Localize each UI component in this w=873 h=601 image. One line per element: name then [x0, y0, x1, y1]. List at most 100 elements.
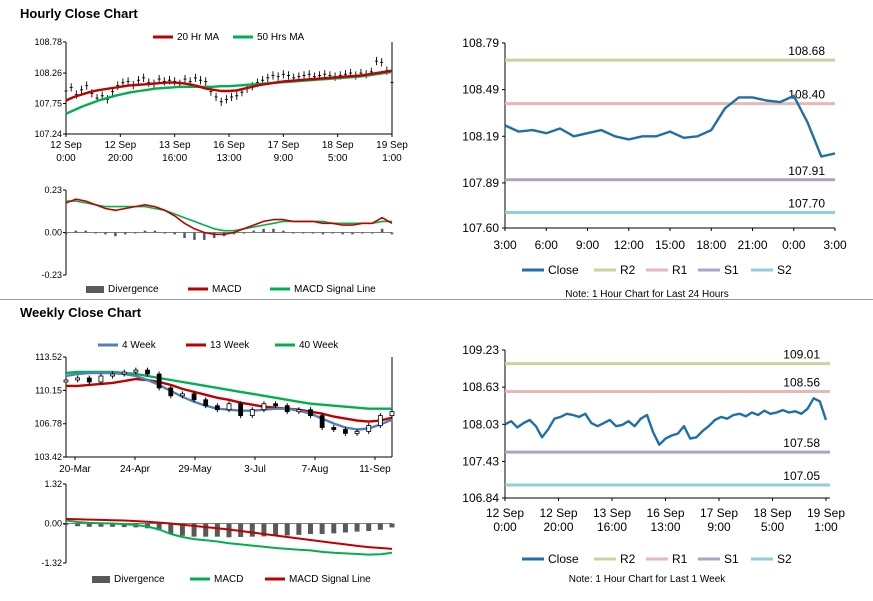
- hourly-macd-divergence-bar: [291, 232, 295, 234]
- weekly-close-legend-label: S2: [777, 552, 792, 566]
- weekly-price-candle-body: [156, 373, 162, 389]
- weekly-close-xtick-date: 17 Sep: [700, 506, 738, 520]
- weekly-price-candle-body: [98, 375, 104, 383]
- weekly-price-candle-body: [354, 431, 360, 434]
- weekly-13wk-line: [66, 377, 393, 423]
- weekly-macd-legend-label: Divergence: [114, 574, 165, 585]
- weekly-macd-divergence-bar: [214, 523, 220, 537]
- hourly-price-xtick-time: 20:00: [108, 153, 133, 164]
- hourly-macd-divergence-bar: [361, 232, 364, 234]
- weekly-macd-divergence-bar: [342, 523, 348, 533]
- hourly-close-ytick: 108.49: [462, 83, 499, 97]
- hourly-macd-divergence-bar: [252, 230, 255, 233]
- hourly-price-xtick-time: 5:00: [328, 153, 348, 164]
- hourly-macd-legend-label: Divergence: [108, 284, 159, 295]
- hourly-macd-ytick: -0.23: [41, 270, 62, 280]
- weekly-price-xtick: 11-Sep: [359, 464, 391, 475]
- weekly-close-ytick: 108.63: [462, 380, 499, 394]
- weekly-price-candle-body: [63, 379, 69, 383]
- hourly-price-ytick: 108.26: [34, 68, 62, 78]
- weekly-close-ytick: 108.03: [462, 417, 499, 431]
- weekly-price-legend-label: 13 Week: [210, 340, 250, 351]
- weekly-close-legend-label: S1: [724, 552, 739, 566]
- hourly-close-xtick: 18:00: [696, 238, 726, 252]
- weekly-macd-divergence-bar: [249, 523, 255, 537]
- hourly-macd-divergence-bar: [203, 232, 206, 240]
- hourly-close-xtick: 3:00: [493, 238, 517, 252]
- hourly-price-xtick-date: 17 Sep: [267, 140, 299, 151]
- weekly-close-xtick-date: 18 Sep: [753, 506, 791, 520]
- hourly-price-legend-label: 20 Hr MA: [177, 32, 220, 43]
- weekly-price-candle-body: [168, 387, 174, 397]
- hourly-price-xtick-date: 12 Sep: [104, 140, 136, 151]
- weekly-macd-divergence-bar: [308, 523, 313, 534]
- weekly-macd-divergence-bar: [156, 523, 162, 531]
- weekly-price-candle-body: [133, 369, 139, 373]
- hourly-close-level-label-r1: 108.40: [788, 88, 825, 102]
- weekly-macd-ytick: -1.32: [41, 558, 62, 568]
- weekly-close-xtick-date: 12 Sep: [539, 506, 577, 520]
- hourly-close-level-label-s2: 107.70: [788, 196, 825, 210]
- hourly-close-legend-label: R1: [672, 263, 688, 277]
- weekly-price-ytick: 103.42: [34, 452, 62, 462]
- hourly-ma20-line: [65, 69, 393, 102]
- weekly-price-candle-body: [180, 393, 185, 397]
- hourly-price-xtick-time: 1:00: [382, 153, 402, 164]
- hourly-close-ytick: 108.79: [462, 36, 499, 50]
- hourly-close-legend-label: S1: [724, 263, 739, 277]
- weekly-close-xtick-time: 16:00: [597, 520, 627, 534]
- weekly-price-candle-body: [331, 427, 337, 430]
- weekly-section-title: Weekly Close Chart: [20, 305, 142, 320]
- hourly-macd-divergence-bar: [321, 232, 325, 235]
- hourly-close-level-label-s1: 107.91: [788, 164, 825, 178]
- weekly-macd-divergence-bar: [331, 523, 337, 534]
- hourly-macd-ytick: 0.00: [44, 228, 62, 238]
- weekly-close-legend-label: R2: [620, 552, 636, 566]
- weekly-macd-divergence-bar: [121, 523, 127, 528]
- weekly-close-xtick-time: 0:00: [493, 520, 517, 534]
- weekly-close-xtick-date: 13 Sep: [593, 506, 631, 520]
- weekly-price-candle-body: [86, 377, 92, 383]
- hourly-close-legend-label: R2: [620, 263, 636, 277]
- weekly-close-ytick: 109.23: [462, 343, 499, 357]
- hourly-close-level-label-r2: 108.68: [788, 44, 825, 58]
- weekly-macd-line: [65, 519, 393, 556]
- weekly-price-ytick: 110.15: [35, 385, 62, 395]
- weekly-close-level-label-s1: 107.58: [783, 436, 820, 450]
- weekly-close-xtick-time: 13:00: [650, 520, 680, 534]
- weekly-price-candle-body: [343, 429, 348, 434]
- weekly-price-candle-body: [273, 403, 278, 407]
- hourly-macd-legend-label: MACD: [212, 284, 241, 295]
- weekly-price-candle-body: [191, 393, 197, 401]
- weekly-price-candle-body: [75, 377, 81, 381]
- hourly-macd-divergence-bar: [74, 230, 78, 233]
- weekly-close-xtick-date: 12 Sep: [486, 506, 524, 520]
- weekly-macd-divergence-bar: [261, 523, 267, 537]
- weekly-price-candle-body: [203, 399, 209, 407]
- weekly-macd-divergence-bar: [273, 523, 279, 537]
- hourly-price-ytick: 108.78: [34, 37, 62, 47]
- weekly-macd-signal-line: [65, 518, 393, 550]
- weekly-price-xtick: 24-Apr: [120, 464, 151, 475]
- hourly-macd-divergence-bar: [193, 232, 196, 240]
- hourly-price-xtick-time: 9:00: [274, 153, 294, 164]
- weekly-macd-divergence-bar: [366, 523, 372, 531]
- hourly-macd-divergence-bar: [272, 228, 275, 233]
- hourly-macd-line: [65, 198, 393, 236]
- weekly-macd-divergence-bar: [63, 523, 69, 525]
- weekly-price-candle-body: [121, 371, 127, 375]
- hourly-macd-divergence-bar: [143, 230, 147, 233]
- weekly-close-xtick-date: 16 Sep: [646, 506, 684, 520]
- weekly-price-candle-body: [284, 405, 290, 413]
- hourly-macd-divergence-bar: [301, 232, 305, 234]
- weekly-price-candle-body: [226, 403, 232, 411]
- hourly-macd-divergence-bar: [124, 232, 127, 235]
- weekly-price-xtick: 20-Mar: [59, 464, 91, 475]
- hourly-macd-divergence-bar: [341, 232, 344, 235]
- hourly-macd-divergence-bar: [104, 232, 107, 235]
- weekly-macd-divergence-bar: [377, 523, 383, 530]
- hourly-macd-divergence-bar: [232, 232, 236, 235]
- hourly-macd-divergence-bar: [331, 232, 334, 234]
- hourly-close-ytick: 107.89: [462, 176, 499, 190]
- hourly-macd-divergence-bar: [114, 232, 117, 237]
